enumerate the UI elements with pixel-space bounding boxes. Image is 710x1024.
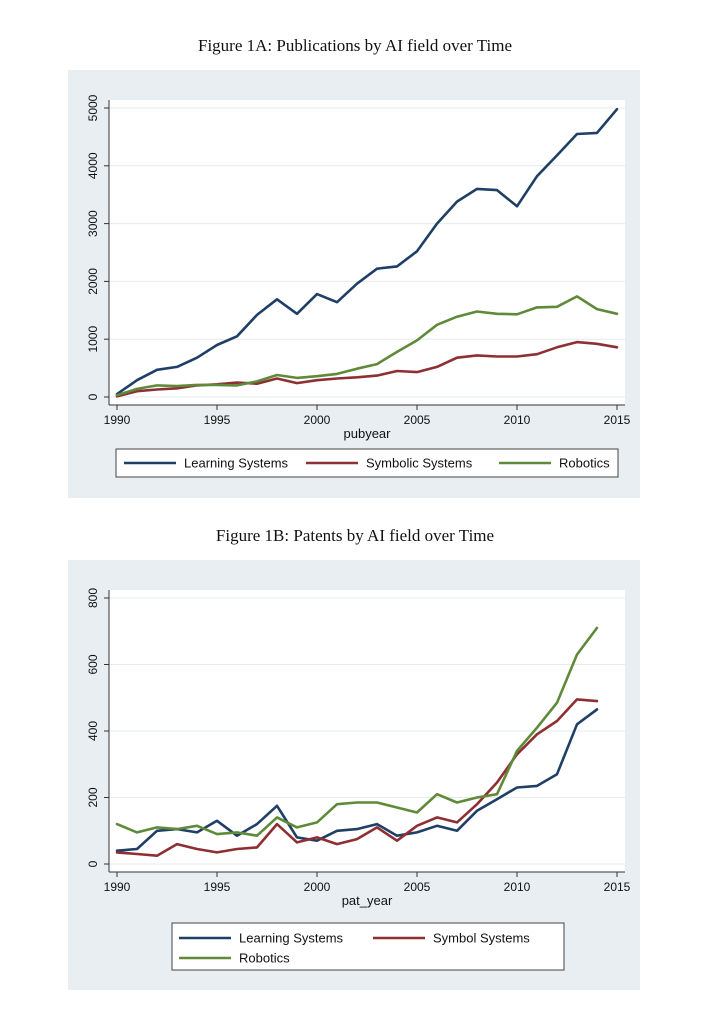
chart-a-series-line-learning-systems bbox=[115, 107, 619, 396]
chart-a-legend-label: Learning Systems bbox=[184, 456, 289, 471]
chart-a-title: Figure 1A: Publications by AI field over… bbox=[197, 36, 513, 55]
chart-b-x-tick-label: 1995 bbox=[204, 880, 231, 894]
chart-b-x-tick-label: 2010 bbox=[504, 880, 531, 894]
chart-b-x-axis-title: pat_year bbox=[342, 893, 393, 908]
chart-b-legend bbox=[171, 922, 565, 971]
chart-b-y-tick-label: 600 bbox=[86, 654, 100, 674]
chart-a-y-tick-label: 1000 bbox=[86, 326, 100, 353]
chart-b-title: Figure 1B: Patents by AI field over Time bbox=[215, 526, 495, 545]
chart-a-y-tick-label: 3000 bbox=[86, 210, 100, 237]
chart-a-plot-area bbox=[109, 100, 625, 405]
chart-a-series-line-robotics bbox=[115, 295, 619, 397]
chart-b-legend-label: Symbol Systems bbox=[433, 931, 530, 946]
chart-b-panel: 0 200 400 600 800 1990 1995 2000 2005 2010 2015 pat… bbox=[68, 560, 640, 990]
chart-a-svg: 0 1000 2000 3000 4000 5000 1990 1995 2000 2005 201… bbox=[86, 94, 631, 478]
chart-b-series-line-learning-systems bbox=[115, 708, 599, 853]
chart-b-series-line-symbol-systems bbox=[115, 698, 599, 858]
chart-b-x-tick-label: 1990 bbox=[104, 880, 131, 894]
chart-a-legend-label: Robotics bbox=[559, 456, 610, 471]
chart-b-x-tick-label: 2015 bbox=[604, 880, 631, 894]
chart-a-y-tick-label: 5000 bbox=[86, 94, 100, 121]
chart-b-y-tick-label: 200 bbox=[86, 787, 100, 807]
chart-a-panel: 0 1000 2000 3000 4000 5000 1990 1995 2000 2005 201… bbox=[68, 70, 640, 498]
chart-a-x-tick-label: 1995 bbox=[204, 413, 231, 427]
chart-b-y-tick-label: 400 bbox=[86, 721, 100, 741]
chart-b-y-tick-label: 800 bbox=[86, 588, 100, 608]
chart-b-legend-label: Robotics bbox=[239, 951, 290, 966]
chart-b-svg: 0 200 400 600 800 1990 1995 2000 2005 2010 2015 pat… bbox=[86, 588, 631, 971]
chart-a-y-tick-label: 0 bbox=[86, 393, 100, 400]
chart-b-x-tick-label: 2005 bbox=[404, 880, 431, 894]
chart-b-y-tick-label: 0 bbox=[86, 860, 100, 867]
chart-a-x-tick-label: 2005 bbox=[404, 413, 431, 427]
chart-b-series-line-robotics bbox=[115, 626, 599, 838]
chart-a-x-tick-label: 1990 bbox=[104, 413, 131, 427]
chart-b-legend-label: Learning Systems bbox=[239, 931, 344, 946]
chart-a-y-tick-label: 4000 bbox=[86, 152, 100, 179]
chart-a-x-axis-title: pubyear bbox=[344, 426, 392, 441]
chart-a-y-tick-label: 2000 bbox=[86, 268, 100, 295]
chart-a-x-tick-label: 2000 bbox=[304, 413, 331, 427]
chart-a-x-tick-label: 2015 bbox=[604, 413, 631, 427]
chart-a-x-tick-label: 2010 bbox=[504, 413, 531, 427]
chart-b-x-tick-label: 2000 bbox=[304, 880, 331, 894]
chart-a-legend-label: Symbolic Systems bbox=[366, 456, 473, 471]
